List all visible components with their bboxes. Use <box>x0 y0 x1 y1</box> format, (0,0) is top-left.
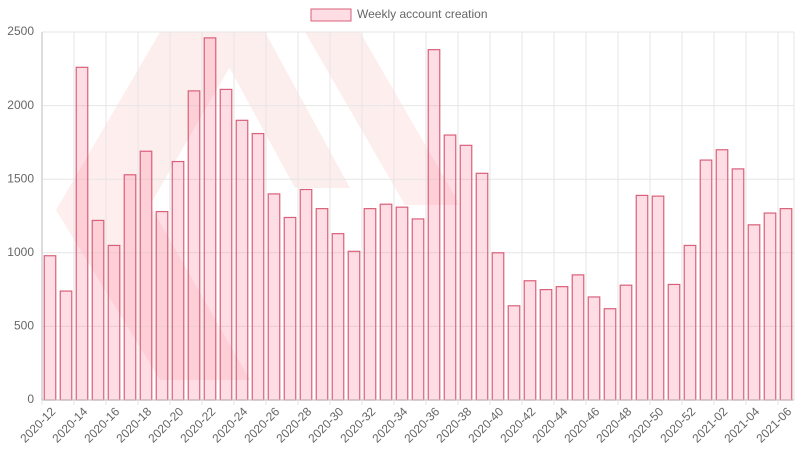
bar <box>587 296 601 401</box>
watermark <box>56 32 460 380</box>
bar <box>619 284 633 401</box>
bar <box>763 212 777 401</box>
bar <box>299 188 313 401</box>
bar <box>379 203 393 401</box>
y-tick-label: 2500 <box>7 24 34 38</box>
bar <box>235 119 249 401</box>
bar <box>603 308 617 401</box>
bar <box>155 210 169 401</box>
legend-swatch <box>310 8 352 22</box>
bar <box>571 274 585 401</box>
x-tick-label: 2021-06 <box>753 404 794 445</box>
bar <box>75 66 89 401</box>
bar <box>699 159 713 401</box>
bar <box>747 224 761 401</box>
bar <box>347 250 361 401</box>
y-tick-label: 0 <box>27 392 34 406</box>
bar <box>203 37 217 401</box>
bar <box>651 195 665 401</box>
bar <box>683 244 697 401</box>
bar <box>491 252 505 401</box>
bar <box>219 88 233 401</box>
bar <box>283 216 297 401</box>
bar <box>667 283 681 401</box>
y-tick-label: 1000 <box>7 245 34 259</box>
y-tick-label: 500 <box>14 319 34 333</box>
bar <box>171 160 185 401</box>
y-tick-label: 2000 <box>7 98 34 112</box>
bar <box>539 289 553 401</box>
bar <box>187 90 201 401</box>
y-tick-label: 1500 <box>7 171 34 185</box>
bar <box>443 134 457 401</box>
bar <box>411 218 425 401</box>
bar <box>475 172 489 401</box>
bar <box>331 233 345 401</box>
bar <box>43 255 57 401</box>
bar <box>427 49 441 401</box>
bar <box>267 193 281 401</box>
bar <box>123 174 137 401</box>
bar <box>139 150 153 401</box>
bar <box>555 286 569 401</box>
bar <box>731 168 745 401</box>
bar <box>91 219 105 401</box>
bar <box>779 208 793 401</box>
bar <box>459 144 473 401</box>
bar <box>507 305 521 401</box>
legend-label: Weekly account creation <box>357 7 488 21</box>
bar <box>523 280 537 401</box>
bar <box>59 290 73 401</box>
bar <box>107 244 121 401</box>
bar <box>635 194 649 401</box>
bar <box>251 132 265 401</box>
bar <box>363 208 377 401</box>
bar <box>715 149 729 401</box>
bar <box>315 208 329 401</box>
bar <box>395 206 409 401</box>
